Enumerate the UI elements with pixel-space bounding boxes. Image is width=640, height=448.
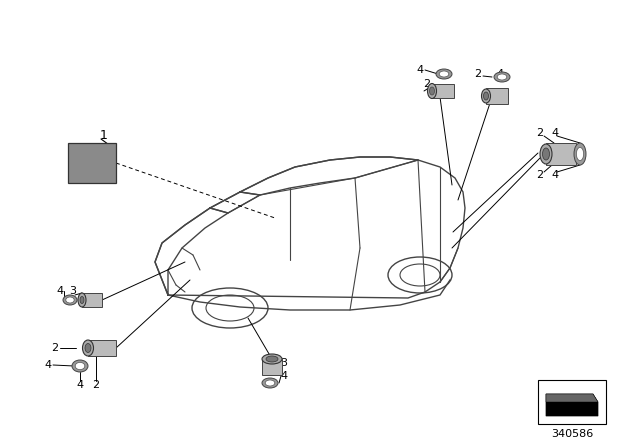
Text: 3: 3: [280, 358, 287, 368]
Polygon shape: [88, 340, 116, 356]
Text: 1: 1: [100, 129, 108, 142]
Text: 4: 4: [44, 360, 52, 370]
Ellipse shape: [72, 360, 88, 372]
FancyBboxPatch shape: [68, 143, 116, 183]
Ellipse shape: [266, 356, 278, 362]
Ellipse shape: [540, 144, 552, 164]
Text: 4: 4: [552, 128, 559, 138]
Ellipse shape: [574, 143, 586, 165]
Ellipse shape: [63, 295, 77, 305]
Ellipse shape: [78, 293, 86, 307]
Text: 340586: 340586: [551, 429, 593, 439]
Ellipse shape: [483, 92, 488, 100]
Ellipse shape: [262, 378, 278, 388]
Ellipse shape: [66, 297, 74, 303]
Ellipse shape: [400, 264, 440, 286]
Text: 2: 2: [92, 380, 100, 390]
Text: 3: 3: [70, 286, 77, 296]
Text: 4: 4: [56, 286, 63, 296]
Text: 2: 2: [424, 79, 431, 89]
Ellipse shape: [497, 74, 507, 80]
Ellipse shape: [429, 87, 435, 95]
Ellipse shape: [428, 83, 436, 99]
Text: 4: 4: [280, 371, 287, 381]
Ellipse shape: [262, 354, 282, 364]
Ellipse shape: [206, 295, 254, 321]
Text: 4: 4: [497, 69, 504, 79]
Bar: [538, 380, 606, 424]
Text: 2: 2: [536, 170, 543, 180]
Ellipse shape: [436, 69, 452, 79]
Ellipse shape: [80, 297, 84, 303]
Ellipse shape: [543, 148, 550, 160]
Polygon shape: [486, 88, 508, 104]
Text: 2: 2: [474, 69, 481, 79]
Text: 2: 2: [536, 128, 543, 138]
Polygon shape: [432, 84, 454, 98]
Polygon shape: [262, 359, 282, 375]
Ellipse shape: [85, 344, 91, 353]
Text: 2: 2: [51, 343, 59, 353]
Ellipse shape: [192, 288, 268, 328]
Polygon shape: [546, 143, 576, 165]
Text: 4: 4: [552, 170, 559, 180]
Ellipse shape: [439, 71, 449, 77]
Ellipse shape: [83, 340, 93, 356]
Text: 4: 4: [76, 380, 84, 390]
Ellipse shape: [388, 257, 452, 293]
Ellipse shape: [76, 362, 85, 370]
Ellipse shape: [265, 380, 275, 386]
Polygon shape: [546, 394, 598, 416]
Polygon shape: [82, 293, 102, 307]
Polygon shape: [546, 394, 598, 402]
Text: 4: 4: [417, 65, 424, 75]
Ellipse shape: [481, 89, 490, 103]
Ellipse shape: [494, 72, 510, 82]
Ellipse shape: [577, 147, 584, 160]
